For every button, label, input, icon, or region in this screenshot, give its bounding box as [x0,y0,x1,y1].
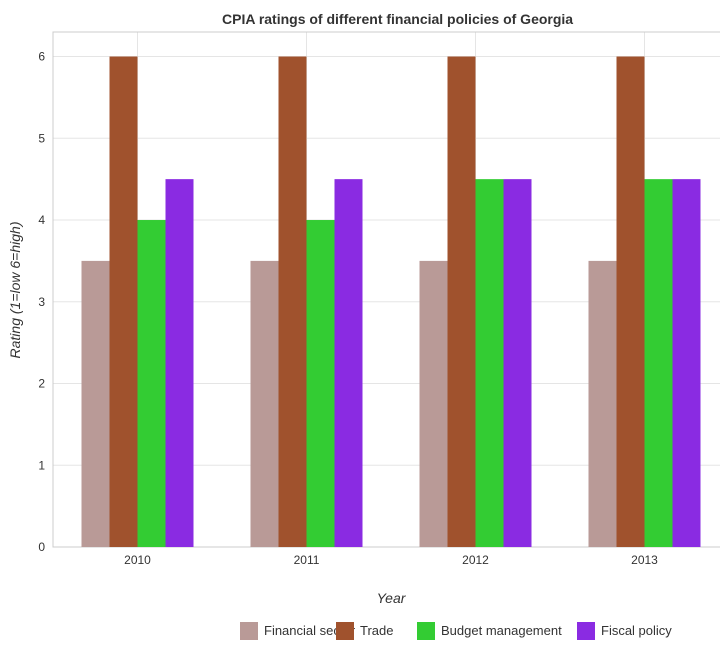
legend-swatch [240,622,258,640]
bar-fiscal-policy-2010 [165,179,194,547]
y-axis-label: Rating (1=low 6=high) [7,222,23,359]
y-tick-label: 6 [38,50,45,64]
bar-fiscal-policy-2012 [503,179,532,547]
legend-label: Budget management [441,623,562,638]
bar-budget-management-2011 [306,220,335,547]
y-tick-labels: 0 1 2 3 4 5 6 [38,50,45,554]
legend-label: Trade [360,623,393,638]
bar-budget-management-2010 [137,220,166,547]
legend: Financial sector Trade Budget management Fi… [240,622,672,640]
x-tick-label: 2011 [294,553,320,567]
bar-financial-sector-2010 [81,260,110,547]
y-tick-label: 0 [38,540,45,554]
x-tick-labels: 2010 2011 2012 2013 [124,553,658,567]
y-tick-label: 3 [38,295,45,309]
legend-swatch [577,622,595,640]
bar-trade-2013 [616,56,645,548]
legend-label: Financial sector [264,623,356,638]
bar-trade-2011 [278,56,307,548]
y-tick-label: 2 [38,377,45,391]
bar-financial-sector-2013 [588,260,617,547]
x-axis-label: Year [377,590,407,606]
x-tick-label: 2010 [124,553,151,567]
bar-trade-2010 [109,56,138,548]
legend-swatch [417,622,435,640]
legend-swatch [336,622,354,640]
bar-financial-sector-2012 [419,260,448,547]
y-tick-label: 5 [38,131,45,145]
x-tick-label: 2013 [631,553,658,567]
bars [81,56,701,548]
bar-trade-2012 [447,56,476,548]
y-tick-label: 1 [38,458,45,472]
chart-title: CPIA ratings of different financial poli… [222,11,573,27]
bar-financial-sector-2011 [250,260,279,547]
bar-budget-management-2012 [475,179,504,547]
x-tick-label: 2012 [462,553,489,567]
bar-fiscal-policy-2013 [672,179,701,547]
legend-label: Fiscal policy [601,623,672,638]
plot-border [52,31,720,548]
bar-fiscal-policy-2011 [334,179,363,547]
bar-budget-management-2013 [644,179,673,547]
y-tick-label: 4 [38,213,45,227]
